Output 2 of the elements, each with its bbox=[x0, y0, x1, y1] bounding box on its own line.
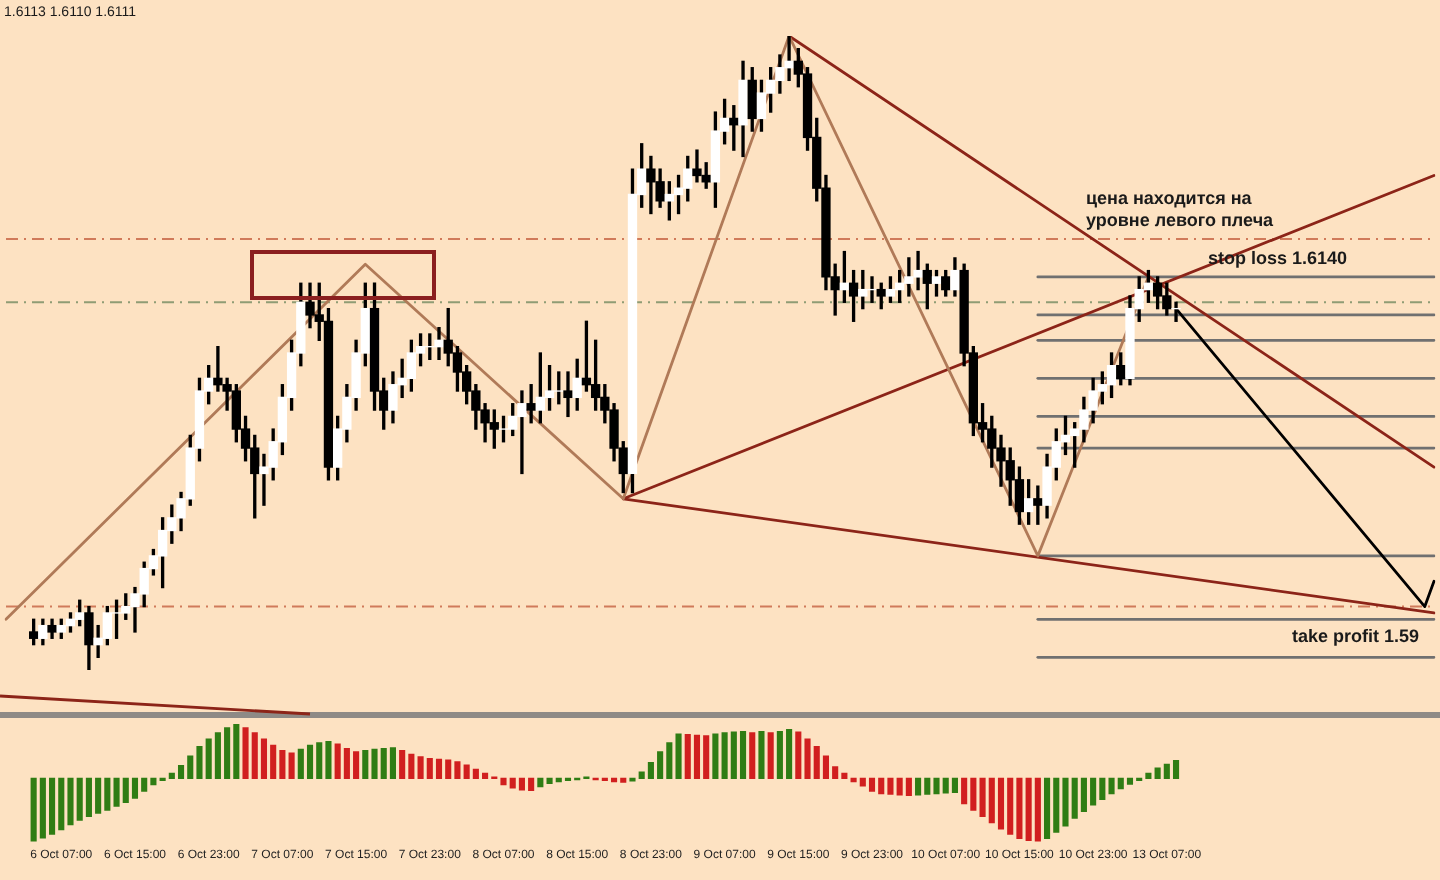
annotation: take profit 1.59 bbox=[1292, 626, 1422, 648]
annotation: цена находится на уровне левого плеча bbox=[1086, 188, 1276, 232]
